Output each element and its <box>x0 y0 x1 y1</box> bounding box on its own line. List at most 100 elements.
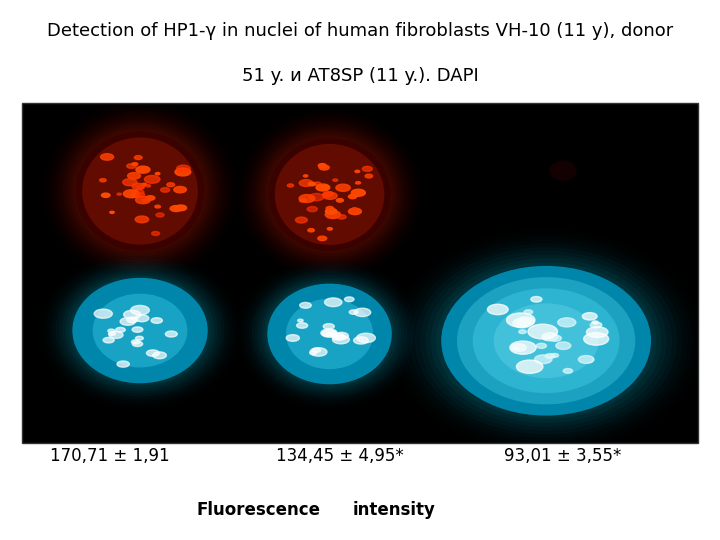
Text: 134,45 ± 4,95*: 134,45 ± 4,95* <box>276 447 404 465</box>
Circle shape <box>300 199 307 202</box>
Circle shape <box>309 193 324 201</box>
Circle shape <box>321 329 337 337</box>
Circle shape <box>310 351 317 355</box>
Circle shape <box>123 190 139 198</box>
Circle shape <box>116 327 125 332</box>
Circle shape <box>130 306 149 315</box>
Circle shape <box>151 318 163 323</box>
Circle shape <box>325 192 333 196</box>
Circle shape <box>528 324 557 339</box>
Circle shape <box>558 318 576 327</box>
Circle shape <box>322 165 327 168</box>
Circle shape <box>518 330 526 334</box>
Circle shape <box>146 185 150 187</box>
Circle shape <box>295 217 307 223</box>
Circle shape <box>286 335 300 341</box>
Ellipse shape <box>494 303 598 378</box>
Ellipse shape <box>431 259 662 423</box>
Circle shape <box>135 156 142 159</box>
Circle shape <box>146 350 159 356</box>
Circle shape <box>355 170 360 173</box>
Ellipse shape <box>261 279 398 389</box>
Ellipse shape <box>441 266 651 416</box>
Circle shape <box>155 205 161 208</box>
Circle shape <box>174 186 186 193</box>
Circle shape <box>310 348 327 356</box>
Circle shape <box>135 315 149 322</box>
Circle shape <box>513 319 531 328</box>
Circle shape <box>348 208 361 214</box>
Ellipse shape <box>62 270 218 391</box>
Circle shape <box>584 333 608 345</box>
Circle shape <box>308 183 315 186</box>
Circle shape <box>338 215 346 219</box>
Circle shape <box>516 360 543 373</box>
Circle shape <box>145 195 155 200</box>
Circle shape <box>349 310 358 314</box>
Circle shape <box>307 206 318 212</box>
Circle shape <box>354 337 368 344</box>
Circle shape <box>556 342 571 349</box>
Circle shape <box>510 341 536 354</box>
Circle shape <box>563 368 572 373</box>
Circle shape <box>117 361 130 367</box>
Circle shape <box>336 184 350 191</box>
Circle shape <box>166 331 177 337</box>
Circle shape <box>318 236 327 241</box>
Circle shape <box>101 154 114 160</box>
Circle shape <box>333 335 349 344</box>
Circle shape <box>356 333 375 343</box>
Ellipse shape <box>263 133 397 256</box>
Circle shape <box>536 343 546 348</box>
Circle shape <box>587 327 608 338</box>
Circle shape <box>156 173 160 175</box>
Circle shape <box>109 332 116 335</box>
Circle shape <box>167 183 175 187</box>
Circle shape <box>551 354 559 357</box>
Circle shape <box>142 199 148 202</box>
Circle shape <box>318 164 326 167</box>
Circle shape <box>513 347 519 350</box>
Circle shape <box>175 168 191 176</box>
Circle shape <box>153 352 166 359</box>
Circle shape <box>300 180 312 186</box>
Ellipse shape <box>457 277 635 404</box>
Circle shape <box>325 208 337 214</box>
Circle shape <box>323 323 334 329</box>
Ellipse shape <box>275 144 384 245</box>
Circle shape <box>127 317 138 322</box>
Circle shape <box>354 308 371 316</box>
Circle shape <box>145 176 160 183</box>
Circle shape <box>312 348 320 352</box>
Circle shape <box>534 355 552 363</box>
Circle shape <box>108 329 114 333</box>
Circle shape <box>319 165 329 170</box>
Circle shape <box>362 166 372 171</box>
Text: 170,71 ± 1,91: 170,71 ± 1,91 <box>50 447 169 465</box>
Circle shape <box>135 216 148 223</box>
Circle shape <box>323 192 333 197</box>
Circle shape <box>175 205 186 211</box>
Circle shape <box>578 355 594 363</box>
Circle shape <box>351 189 365 196</box>
Circle shape <box>297 323 307 328</box>
Circle shape <box>142 183 147 186</box>
Ellipse shape <box>76 132 204 251</box>
Circle shape <box>524 310 533 314</box>
Circle shape <box>132 340 140 344</box>
Circle shape <box>590 322 602 328</box>
Circle shape <box>117 193 122 195</box>
Text: 93,01 ± 3,55*: 93,01 ± 3,55* <box>504 447 622 465</box>
Ellipse shape <box>269 138 390 251</box>
Text: Fluorescence: Fluorescence <box>197 501 320 519</box>
Circle shape <box>542 333 558 341</box>
Circle shape <box>102 193 110 198</box>
Circle shape <box>161 187 170 192</box>
Ellipse shape <box>69 275 211 386</box>
Circle shape <box>124 310 141 319</box>
Circle shape <box>531 296 542 302</box>
Circle shape <box>348 194 357 199</box>
Text: intensity: intensity <box>352 501 436 519</box>
Ellipse shape <box>93 294 187 367</box>
Circle shape <box>170 206 182 212</box>
